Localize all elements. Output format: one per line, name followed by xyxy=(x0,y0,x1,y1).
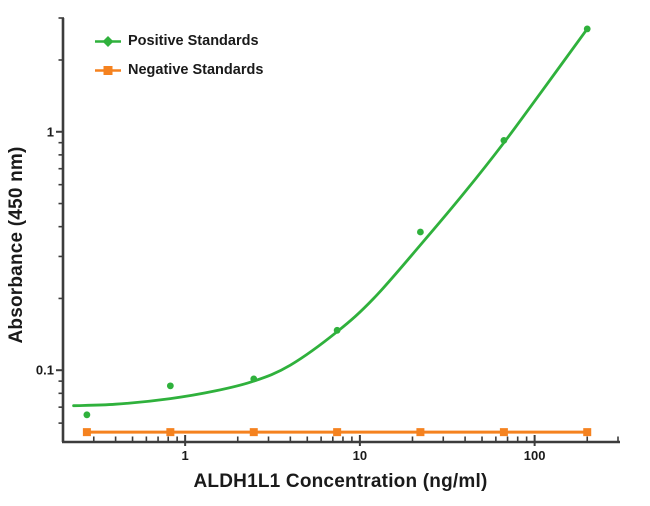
positive-standards-marker xyxy=(166,382,174,390)
x-tick-label: 10 xyxy=(353,448,367,463)
square-icon xyxy=(103,65,113,75)
y-axis-title: Absorbance (450 nm) xyxy=(6,146,27,344)
positive-standards-marker xyxy=(333,326,341,334)
positive-legend-marker xyxy=(95,35,121,47)
legend-label-positive: Positive Standards xyxy=(128,33,259,49)
y-tick-label: 1 xyxy=(47,124,54,139)
negative-standards-marker xyxy=(333,428,342,437)
negative-standards-marker xyxy=(166,428,175,437)
positive-standards-curve xyxy=(72,27,589,408)
negative-standards-marker xyxy=(82,428,91,437)
positive-standards-marker xyxy=(250,375,258,383)
legend: Positive Standards Negative Standards xyxy=(94,33,263,78)
legend-label-negative: Negative Standards xyxy=(128,62,264,78)
diamond-icon xyxy=(102,35,114,47)
positive-standards-marker xyxy=(417,228,424,236)
x-tick-label: 1 xyxy=(182,448,189,463)
x-tick-label: 100 xyxy=(524,448,546,463)
x-axis-title: ALDH1L1 Concentration (ng/ml) xyxy=(193,471,488,492)
y-tick-label: 0.1 xyxy=(36,363,54,378)
positive-standards-marker xyxy=(583,25,591,33)
negative-standards-marker xyxy=(249,428,258,437)
legend-item-positive-standards: Positive Standards xyxy=(94,33,263,49)
negative-standards-marker xyxy=(416,428,425,437)
positive-standards-marker xyxy=(83,411,91,419)
negative-standards-marker xyxy=(583,428,592,437)
negative-legend-marker xyxy=(95,65,121,75)
legend-item-negative-standards: Negative Standards xyxy=(94,62,263,78)
negative-standards-marker xyxy=(499,428,508,437)
positive-standards-marker xyxy=(500,137,508,144)
